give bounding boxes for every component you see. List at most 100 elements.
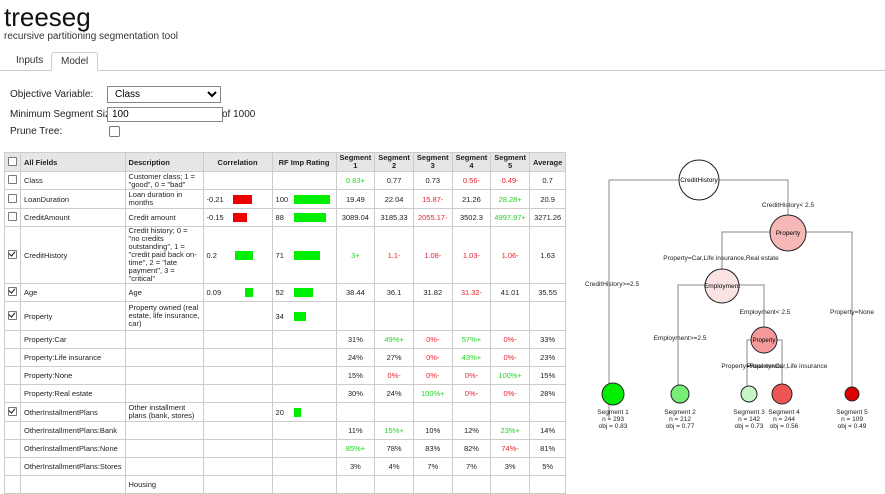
field-description: Customer class; 1 = "good", 0 = "bad" — [124, 171, 204, 190]
segment-5-value: 0%- — [490, 348, 530, 367]
segment-2-value: 0%- — [374, 366, 414, 385]
segment-2-value: 0.77 — [374, 171, 414, 190]
field-description: Housing — [124, 475, 204, 494]
header-segment-5: Segment 5 — [490, 152, 530, 172]
leaf-2-name: Segment 2 — [664, 409, 696, 416]
segment-4-value: 0%- — [451, 384, 492, 403]
tab-model[interactable]: Model — [51, 52, 99, 71]
segment-1-value: 3089.04 — [335, 208, 376, 227]
segment-5-value: 23%+ — [490, 421, 530, 440]
row-select-cell — [4, 366, 21, 385]
row-select-cell[interactable] — [4, 226, 21, 284]
correlation-value: -0.15 — [206, 213, 224, 222]
segment-1-value: 24% — [335, 348, 376, 367]
minseg-input[interactable] — [107, 107, 223, 122]
average-value — [528, 475, 567, 494]
header-segment-2: Segment 2 — [374, 152, 414, 172]
segment-4-value: 31.32- — [451, 283, 492, 302]
select-all-checkbox[interactable] — [8, 156, 17, 166]
field-name: Property:Real estate — [20, 384, 126, 403]
row-select-cell[interactable] — [4, 189, 21, 209]
leaf-segment-2[interactable] — [670, 384, 690, 404]
segment-2-value — [374, 402, 414, 422]
segment-4-value — [451, 475, 492, 494]
segment-2-value — [374, 475, 414, 494]
average-value: 81% — [528, 439, 567, 458]
segment-5-value: 4997.97+ — [490, 208, 530, 227]
table-row: OtherInstallmentPlans:None 85%+ 78% 83% 82% 7… — [4, 439, 567, 458]
row-checkbox[interactable] — [8, 212, 17, 221]
leaf-segment-3[interactable] — [740, 385, 758, 403]
rf-imp-cell — [271, 171, 337, 190]
segment-4-value: 1.03- — [451, 226, 492, 284]
row-select-cell[interactable] — [4, 208, 21, 227]
node-credithistory-label: CreditHistory — [680, 177, 718, 184]
rf-imp-cell — [271, 439, 337, 458]
field-description: Other installment plans (bank, stores) — [124, 402, 204, 422]
tab-inputs[interactable]: Inputs — [16, 55, 44, 66]
row-select-cell[interactable] — [4, 171, 21, 190]
header-select-all[interactable] — [4, 152, 21, 172]
segment-3-value: 0%- — [412, 348, 453, 367]
objective-select[interactable]: Class — [107, 86, 221, 103]
row-select-cell[interactable] — [4, 283, 21, 302]
header-description: Description — [124, 152, 204, 172]
tab-bar: Inputs Model — [0, 52, 885, 71]
row-select-cell — [4, 439, 21, 458]
segment-5-value — [490, 402, 530, 422]
rf-imp-wrap: 100 — [276, 194, 333, 204]
table-row: OtherInstallmentPlans:Bank 11% 15%+ 10% 12% 2… — [4, 421, 567, 440]
field-name: Property:Car — [20, 330, 126, 349]
rf-imp-cell — [271, 348, 337, 367]
row-checkbox[interactable] — [8, 249, 17, 259]
segment-4-value — [451, 402, 492, 422]
leaf-2-n: n = 212 — [669, 416, 691, 423]
field-name: CreditAmount — [20, 208, 126, 227]
row-select-cell — [4, 330, 21, 349]
correlation-cell — [202, 330, 273, 349]
average-value: 28% — [528, 384, 567, 403]
leaf-segment-5[interactable] — [844, 386, 860, 402]
row-checkbox[interactable] — [8, 287, 17, 296]
row-checkbox[interactable] — [8, 175, 17, 184]
rf-imp-bar — [293, 288, 313, 297]
segment-4-value — [451, 301, 492, 331]
table-row: Property:Real estate 30% 24% 100%+ 0%- 0%- 28% — [4, 384, 567, 403]
row-checkbox[interactable] — [8, 406, 17, 416]
segment-3-value: 2055.17- — [412, 208, 453, 227]
leaf-4-n: n = 244 — [773, 416, 795, 423]
node-property-1[interactable] — [769, 214, 807, 252]
edge-label-property-car: Property=Car,Life insurance,Real estate — [663, 255, 779, 262]
node-credithistory[interactable] — [678, 159, 720, 201]
segment-2-value: 27% — [374, 348, 414, 367]
rf-imp-bar — [293, 311, 306, 321]
prune-checkbox[interactable] — [109, 126, 120, 137]
segment-4-value: 57%+ — [451, 330, 492, 349]
row-select-cell[interactable] — [4, 301, 21, 331]
correlation-value: 0.2 — [206, 250, 217, 260]
field-name — [20, 475, 126, 494]
rf-imp-bar — [293, 194, 330, 204]
correlation-wrap: -0.15 — [207, 213, 269, 222]
segment-3-value: 31.82 — [412, 283, 453, 302]
segment-1-value: 19.49 — [335, 189, 376, 209]
correlation-cell — [202, 475, 273, 494]
average-value — [528, 301, 567, 331]
node-employment[interactable] — [704, 268, 740, 304]
field-name: OtherInstallmentPlans:None — [20, 439, 126, 458]
rf-imp-cell: 34 — [271, 301, 337, 331]
leaf-segment-1[interactable] — [601, 382, 625, 406]
row-checkbox[interactable] — [8, 310, 17, 320]
row-checkbox[interactable] — [8, 193, 17, 203]
segment-4-value: 43%+ — [451, 348, 492, 367]
segment-4-value: 7% — [451, 457, 492, 476]
field-name: CreditHistory — [20, 226, 126, 284]
row-select-cell[interactable] — [4, 402, 21, 422]
rf-imp-cell — [271, 475, 337, 494]
leaf-segment-4[interactable] — [771, 383, 793, 405]
field-name: OtherInstallmentPlans — [20, 402, 126, 422]
segmentation-tree: CreditHistory Property Employment Proper… — [585, 159, 874, 430]
segment-5-value: 74%- — [490, 439, 530, 458]
node-property-2[interactable] — [750, 326, 778, 354]
table-row: Property:None 15% 0%- 0%- 0%- 100%+ 15% — [4, 366, 567, 385]
